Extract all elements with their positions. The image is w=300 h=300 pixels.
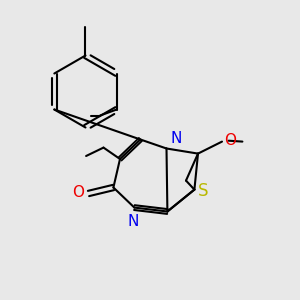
Text: N: N [127,214,139,229]
Text: N: N [170,131,182,146]
Text: O: O [72,185,84,200]
Text: S: S [198,182,208,200]
Text: O: O [224,133,236,148]
